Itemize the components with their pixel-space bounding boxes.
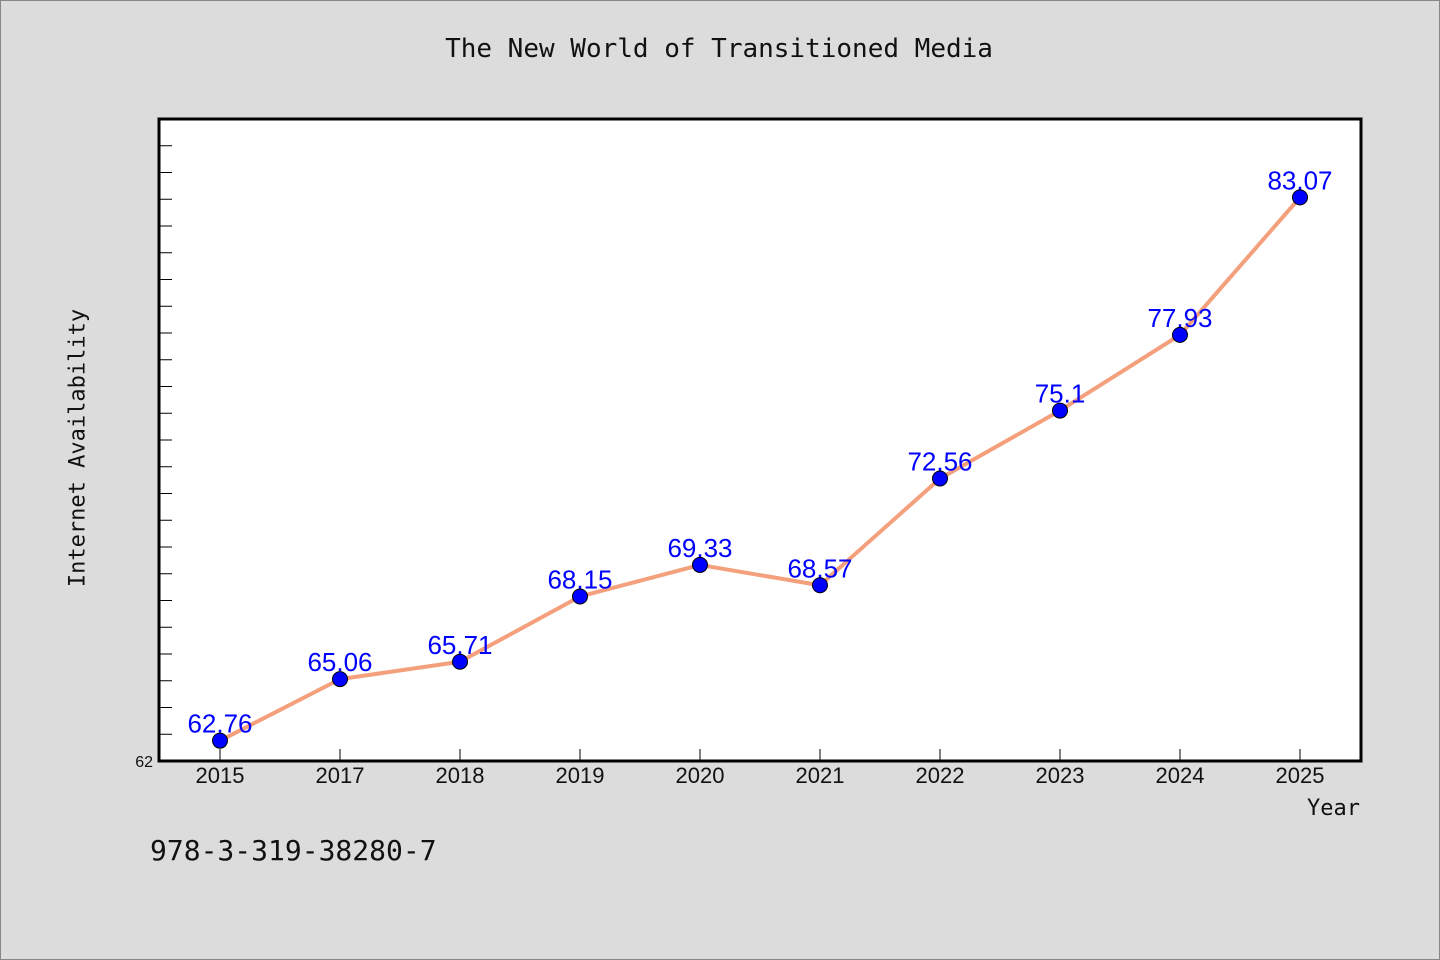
data-point xyxy=(1172,326,1188,343)
plot-area xyxy=(157,117,1363,763)
data-point xyxy=(812,577,828,594)
series-line xyxy=(218,195,1302,743)
data-point xyxy=(932,470,948,487)
data-point xyxy=(212,732,228,749)
y-tick-label: 62 xyxy=(135,754,153,771)
data-point xyxy=(1052,402,1068,419)
x-axis-label: Year xyxy=(1307,796,1360,821)
x-tick-label: 2015 xyxy=(196,763,245,788)
x-tick-label: 2020 xyxy=(676,763,725,788)
x-tick-label: 2019 xyxy=(556,763,605,788)
data-point xyxy=(572,588,588,605)
x-tick-label: 2025 xyxy=(1276,763,1325,788)
data-point xyxy=(452,653,468,670)
x-tick-label: 2018 xyxy=(436,763,485,788)
data-point xyxy=(1292,189,1308,206)
chart-title: The New World of Transitioned Media xyxy=(445,34,993,64)
data-point xyxy=(692,556,708,573)
x-tick-label: 2023 xyxy=(1036,763,1085,788)
x-tick-label: 2021 xyxy=(796,763,845,788)
data-point xyxy=(332,671,348,688)
x-tick-label: 2024 xyxy=(1156,763,1205,788)
x-tick-label: 2022 xyxy=(916,763,965,788)
isbn-text: 978-3-319-38280-7 xyxy=(150,834,437,867)
x-tick-label: 2017 xyxy=(316,763,365,788)
